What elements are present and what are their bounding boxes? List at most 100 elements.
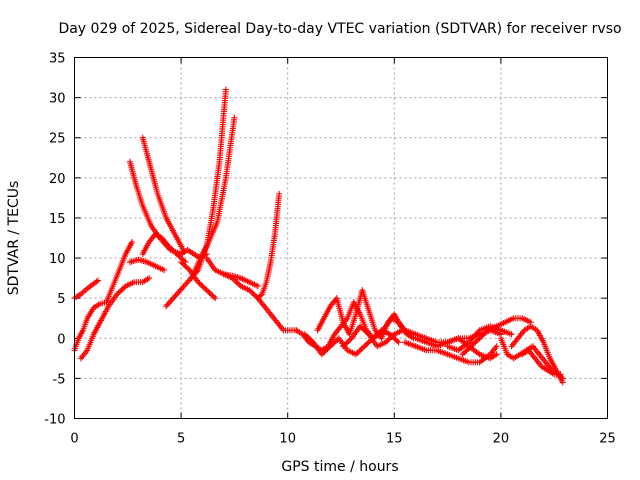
series-track-28 bbox=[519, 347, 564, 378]
series-track-7 bbox=[139, 134, 187, 254]
data-point bbox=[246, 287, 253, 294]
series-track-14 bbox=[220, 271, 261, 290]
data-point bbox=[318, 351, 325, 358]
x-tick-label: 10 bbox=[279, 432, 296, 447]
data-point bbox=[478, 333, 485, 340]
data-point bbox=[480, 331, 487, 338]
data-point bbox=[355, 348, 362, 355]
data-point bbox=[118, 287, 125, 294]
series-track-5 bbox=[126, 256, 168, 274]
data-point bbox=[210, 293, 217, 300]
series-track-20 bbox=[340, 323, 415, 350]
data-point bbox=[360, 344, 367, 351]
data-point bbox=[323, 347, 330, 354]
data-point bbox=[252, 292, 259, 299]
data-point bbox=[129, 239, 136, 246]
data-point bbox=[482, 329, 489, 336]
data-point bbox=[247, 288, 254, 295]
data-point bbox=[93, 278, 100, 285]
data-point bbox=[249, 289, 256, 296]
plot-frame bbox=[74, 57, 608, 419]
data-point bbox=[460, 349, 467, 356]
chart-title: Day 029 of 2025, Sidereal Day-to-day VTE… bbox=[58, 21, 621, 37]
data-point bbox=[233, 279, 240, 286]
data-point bbox=[257, 292, 264, 299]
data-point bbox=[168, 245, 175, 252]
data-point bbox=[169, 247, 176, 254]
data-point bbox=[94, 277, 101, 284]
data-point bbox=[476, 335, 483, 342]
series-track-25 bbox=[459, 315, 534, 358]
x-tick-label: 5 bbox=[177, 432, 185, 447]
data-point bbox=[330, 340, 337, 347]
data-point bbox=[357, 323, 364, 330]
series-track-22 bbox=[401, 339, 500, 366]
data-point bbox=[325, 344, 332, 351]
data-point bbox=[345, 337, 352, 344]
data-point bbox=[341, 341, 348, 348]
data-point bbox=[358, 345, 365, 352]
data-point bbox=[179, 260, 186, 267]
data-point bbox=[197, 281, 204, 288]
data-point bbox=[327, 343, 334, 350]
data-point bbox=[392, 336, 399, 343]
data-point bbox=[472, 339, 479, 346]
data-point bbox=[357, 347, 364, 354]
data-point bbox=[382, 339, 389, 346]
data-point bbox=[479, 332, 486, 339]
data-point bbox=[231, 114, 238, 121]
data-point bbox=[354, 349, 361, 356]
data-point bbox=[306, 335, 313, 342]
data-point bbox=[114, 291, 121, 298]
data-point bbox=[388, 333, 395, 340]
data-point bbox=[347, 336, 354, 343]
data-point bbox=[234, 280, 241, 287]
series-track-23 bbox=[412, 335, 500, 362]
data-point bbox=[469, 341, 476, 348]
data-point bbox=[559, 379, 566, 386]
series-track-2 bbox=[71, 299, 110, 354]
data-point bbox=[206, 289, 213, 296]
series-track-8 bbox=[139, 230, 189, 266]
data-point bbox=[178, 259, 185, 266]
data-point bbox=[183, 264, 190, 271]
series-track-4 bbox=[77, 275, 153, 362]
y-tick-label: 35 bbox=[49, 52, 66, 67]
data-point bbox=[209, 292, 216, 299]
series-track-27 bbox=[508, 323, 566, 386]
data-point bbox=[344, 339, 351, 346]
data-point bbox=[493, 351, 500, 358]
data-point bbox=[165, 243, 172, 250]
data-point bbox=[146, 275, 153, 282]
x-tick-label: 0 bbox=[70, 432, 78, 447]
data-point bbox=[324, 345, 331, 352]
data-point bbox=[196, 280, 203, 287]
y-tick-label: 20 bbox=[49, 172, 66, 187]
data-point bbox=[384, 337, 391, 344]
data-point bbox=[361, 343, 368, 350]
data-point bbox=[202, 285, 209, 292]
data-point bbox=[203, 287, 210, 294]
data-point bbox=[250, 291, 257, 298]
y-tick-label: 15 bbox=[49, 212, 66, 227]
data-point bbox=[483, 328, 490, 335]
data-point bbox=[301, 331, 308, 338]
y-tick-label: 5 bbox=[57, 292, 65, 307]
data-point bbox=[207, 291, 214, 298]
data-point bbox=[195, 279, 202, 286]
data-point bbox=[362, 341, 369, 348]
data-point bbox=[254, 283, 261, 290]
data-point bbox=[115, 289, 122, 296]
y-tick-label: 30 bbox=[49, 92, 66, 107]
data-point bbox=[303, 332, 310, 339]
data-point bbox=[200, 284, 207, 291]
data-point bbox=[394, 337, 401, 344]
data-point bbox=[185, 265, 192, 272]
data-point bbox=[328, 341, 335, 348]
data-point bbox=[360, 325, 367, 332]
data-point bbox=[473, 337, 480, 344]
data-point bbox=[468, 343, 475, 350]
y-axis-label: SDTVAR / TECUs bbox=[6, 181, 22, 296]
data-point bbox=[166, 244, 173, 251]
